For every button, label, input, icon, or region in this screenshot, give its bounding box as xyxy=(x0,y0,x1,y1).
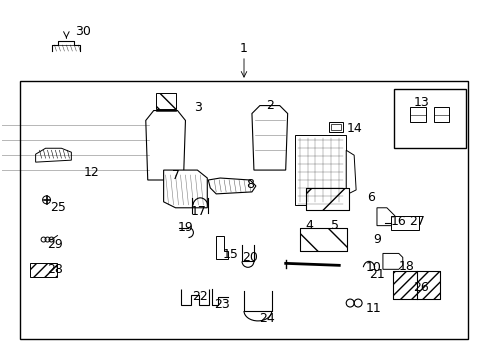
Polygon shape xyxy=(346,150,355,195)
Polygon shape xyxy=(382,253,402,269)
Bar xyxy=(299,228,346,251)
Bar xyxy=(331,125,341,130)
Text: 26: 26 xyxy=(412,281,427,294)
Text: 8: 8 xyxy=(245,179,253,192)
Polygon shape xyxy=(145,111,185,180)
Text: 1: 1 xyxy=(240,41,247,54)
Bar xyxy=(390,216,418,230)
Text: 14: 14 xyxy=(346,122,361,135)
Text: 16: 16 xyxy=(390,215,406,228)
Text: 3: 3 xyxy=(194,101,202,114)
Polygon shape xyxy=(376,208,396,226)
Text: 30: 30 xyxy=(75,24,91,38)
Text: 24: 24 xyxy=(259,312,274,325)
Text: 2: 2 xyxy=(265,99,273,112)
Bar xyxy=(392,271,440,299)
Text: 4: 4 xyxy=(305,219,313,232)
Bar xyxy=(20,81,468,339)
Bar xyxy=(294,135,346,205)
Text: 13: 13 xyxy=(413,96,428,109)
Text: 10: 10 xyxy=(366,261,381,274)
Text: 7: 7 xyxy=(171,168,179,181)
Bar xyxy=(30,264,57,277)
Text: 18: 18 xyxy=(398,260,414,273)
Text: 23: 23 xyxy=(214,297,229,311)
Polygon shape xyxy=(163,170,207,208)
Text: 17: 17 xyxy=(190,205,206,218)
Text: 29: 29 xyxy=(47,238,63,251)
Text: 5: 5 xyxy=(330,219,339,232)
Bar xyxy=(393,89,466,148)
Text: 22: 22 xyxy=(192,289,208,303)
Bar xyxy=(155,93,175,109)
Polygon shape xyxy=(216,235,228,260)
Text: 28: 28 xyxy=(47,263,63,276)
Polygon shape xyxy=(409,107,425,122)
Text: 20: 20 xyxy=(242,251,257,264)
Bar xyxy=(328,122,343,132)
Text: 12: 12 xyxy=(83,166,99,179)
Text: 11: 11 xyxy=(366,302,381,315)
Text: 6: 6 xyxy=(366,192,374,204)
Bar xyxy=(392,271,440,299)
Text: 27: 27 xyxy=(408,215,424,228)
Text: 15: 15 xyxy=(222,248,238,261)
Polygon shape xyxy=(251,105,287,170)
Bar xyxy=(305,188,348,210)
Polygon shape xyxy=(36,148,71,162)
Bar xyxy=(299,228,346,251)
Bar xyxy=(305,188,348,210)
Polygon shape xyxy=(208,178,255,194)
Text: 9: 9 xyxy=(372,233,380,246)
Text: 21: 21 xyxy=(368,268,384,281)
Text: 19: 19 xyxy=(177,221,193,234)
Text: 25: 25 xyxy=(50,201,66,214)
Polygon shape xyxy=(433,107,448,122)
